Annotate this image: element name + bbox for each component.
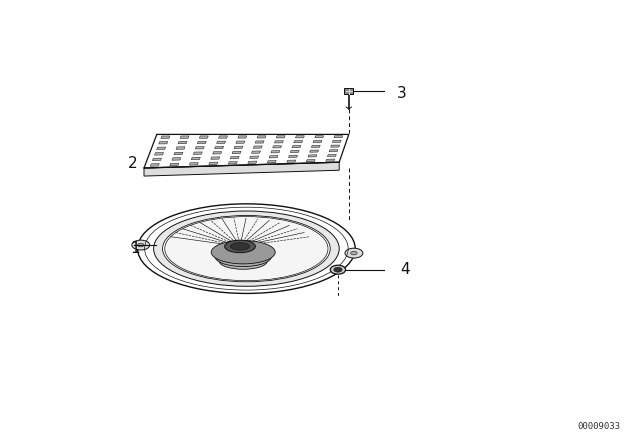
Polygon shape (312, 145, 320, 147)
Polygon shape (329, 150, 338, 152)
Ellipse shape (215, 247, 271, 267)
Ellipse shape (154, 211, 339, 286)
Polygon shape (209, 162, 218, 164)
Ellipse shape (163, 215, 330, 282)
Polygon shape (326, 159, 335, 161)
Polygon shape (161, 136, 170, 138)
Polygon shape (328, 155, 336, 156)
Polygon shape (344, 88, 353, 94)
Polygon shape (289, 155, 298, 158)
Polygon shape (193, 152, 202, 155)
Polygon shape (294, 141, 303, 143)
Polygon shape (269, 155, 278, 158)
Polygon shape (236, 141, 245, 143)
Text: 3: 3 (397, 86, 406, 101)
Polygon shape (211, 157, 220, 159)
Polygon shape (230, 156, 239, 159)
Ellipse shape (224, 259, 262, 272)
Text: 1: 1 (130, 241, 140, 256)
Polygon shape (253, 146, 262, 148)
Polygon shape (212, 151, 221, 154)
Polygon shape (268, 160, 276, 163)
Polygon shape (250, 156, 259, 159)
Polygon shape (178, 142, 187, 144)
Text: 00009033: 00009033 (578, 422, 621, 431)
Polygon shape (273, 146, 282, 148)
Text: 2: 2 (128, 156, 138, 171)
Polygon shape (308, 155, 317, 157)
Polygon shape (291, 151, 299, 153)
Ellipse shape (330, 265, 346, 274)
Polygon shape (219, 136, 227, 138)
Polygon shape (152, 158, 161, 161)
Ellipse shape (211, 241, 275, 264)
Polygon shape (191, 157, 200, 160)
Polygon shape (228, 162, 237, 164)
Polygon shape (238, 136, 246, 138)
Polygon shape (331, 145, 340, 147)
Polygon shape (248, 161, 257, 164)
Polygon shape (307, 159, 316, 162)
Ellipse shape (334, 267, 342, 272)
Ellipse shape (230, 243, 250, 250)
Polygon shape (334, 136, 343, 138)
Text: 4: 4 (400, 262, 410, 277)
Polygon shape (287, 160, 296, 162)
Polygon shape (170, 163, 179, 166)
Polygon shape (159, 142, 168, 144)
Polygon shape (271, 151, 280, 153)
Polygon shape (332, 140, 341, 142)
Polygon shape (174, 152, 183, 155)
Polygon shape (195, 146, 204, 149)
Ellipse shape (138, 204, 355, 293)
Polygon shape (189, 163, 198, 165)
Polygon shape (216, 141, 225, 143)
Polygon shape (199, 136, 208, 138)
Polygon shape (144, 134, 349, 168)
Polygon shape (232, 151, 241, 154)
Ellipse shape (132, 240, 150, 250)
Ellipse shape (165, 216, 328, 280)
Polygon shape (255, 141, 264, 143)
Ellipse shape (138, 243, 144, 247)
Polygon shape (310, 150, 319, 152)
Polygon shape (144, 162, 339, 176)
Polygon shape (180, 136, 189, 138)
Polygon shape (315, 136, 324, 138)
Polygon shape (275, 141, 284, 143)
Ellipse shape (219, 253, 268, 269)
Polygon shape (176, 147, 185, 149)
Polygon shape (296, 136, 305, 138)
Ellipse shape (351, 251, 357, 255)
Ellipse shape (225, 240, 255, 253)
Polygon shape (154, 153, 164, 155)
Polygon shape (252, 151, 260, 153)
Polygon shape (214, 146, 223, 149)
Polygon shape (197, 141, 206, 144)
Polygon shape (172, 158, 181, 160)
Polygon shape (276, 136, 285, 138)
Polygon shape (234, 146, 243, 148)
Polygon shape (257, 136, 266, 138)
Ellipse shape (345, 248, 363, 258)
Polygon shape (313, 141, 322, 142)
Polygon shape (157, 147, 166, 150)
Polygon shape (150, 164, 159, 166)
Polygon shape (292, 146, 301, 148)
